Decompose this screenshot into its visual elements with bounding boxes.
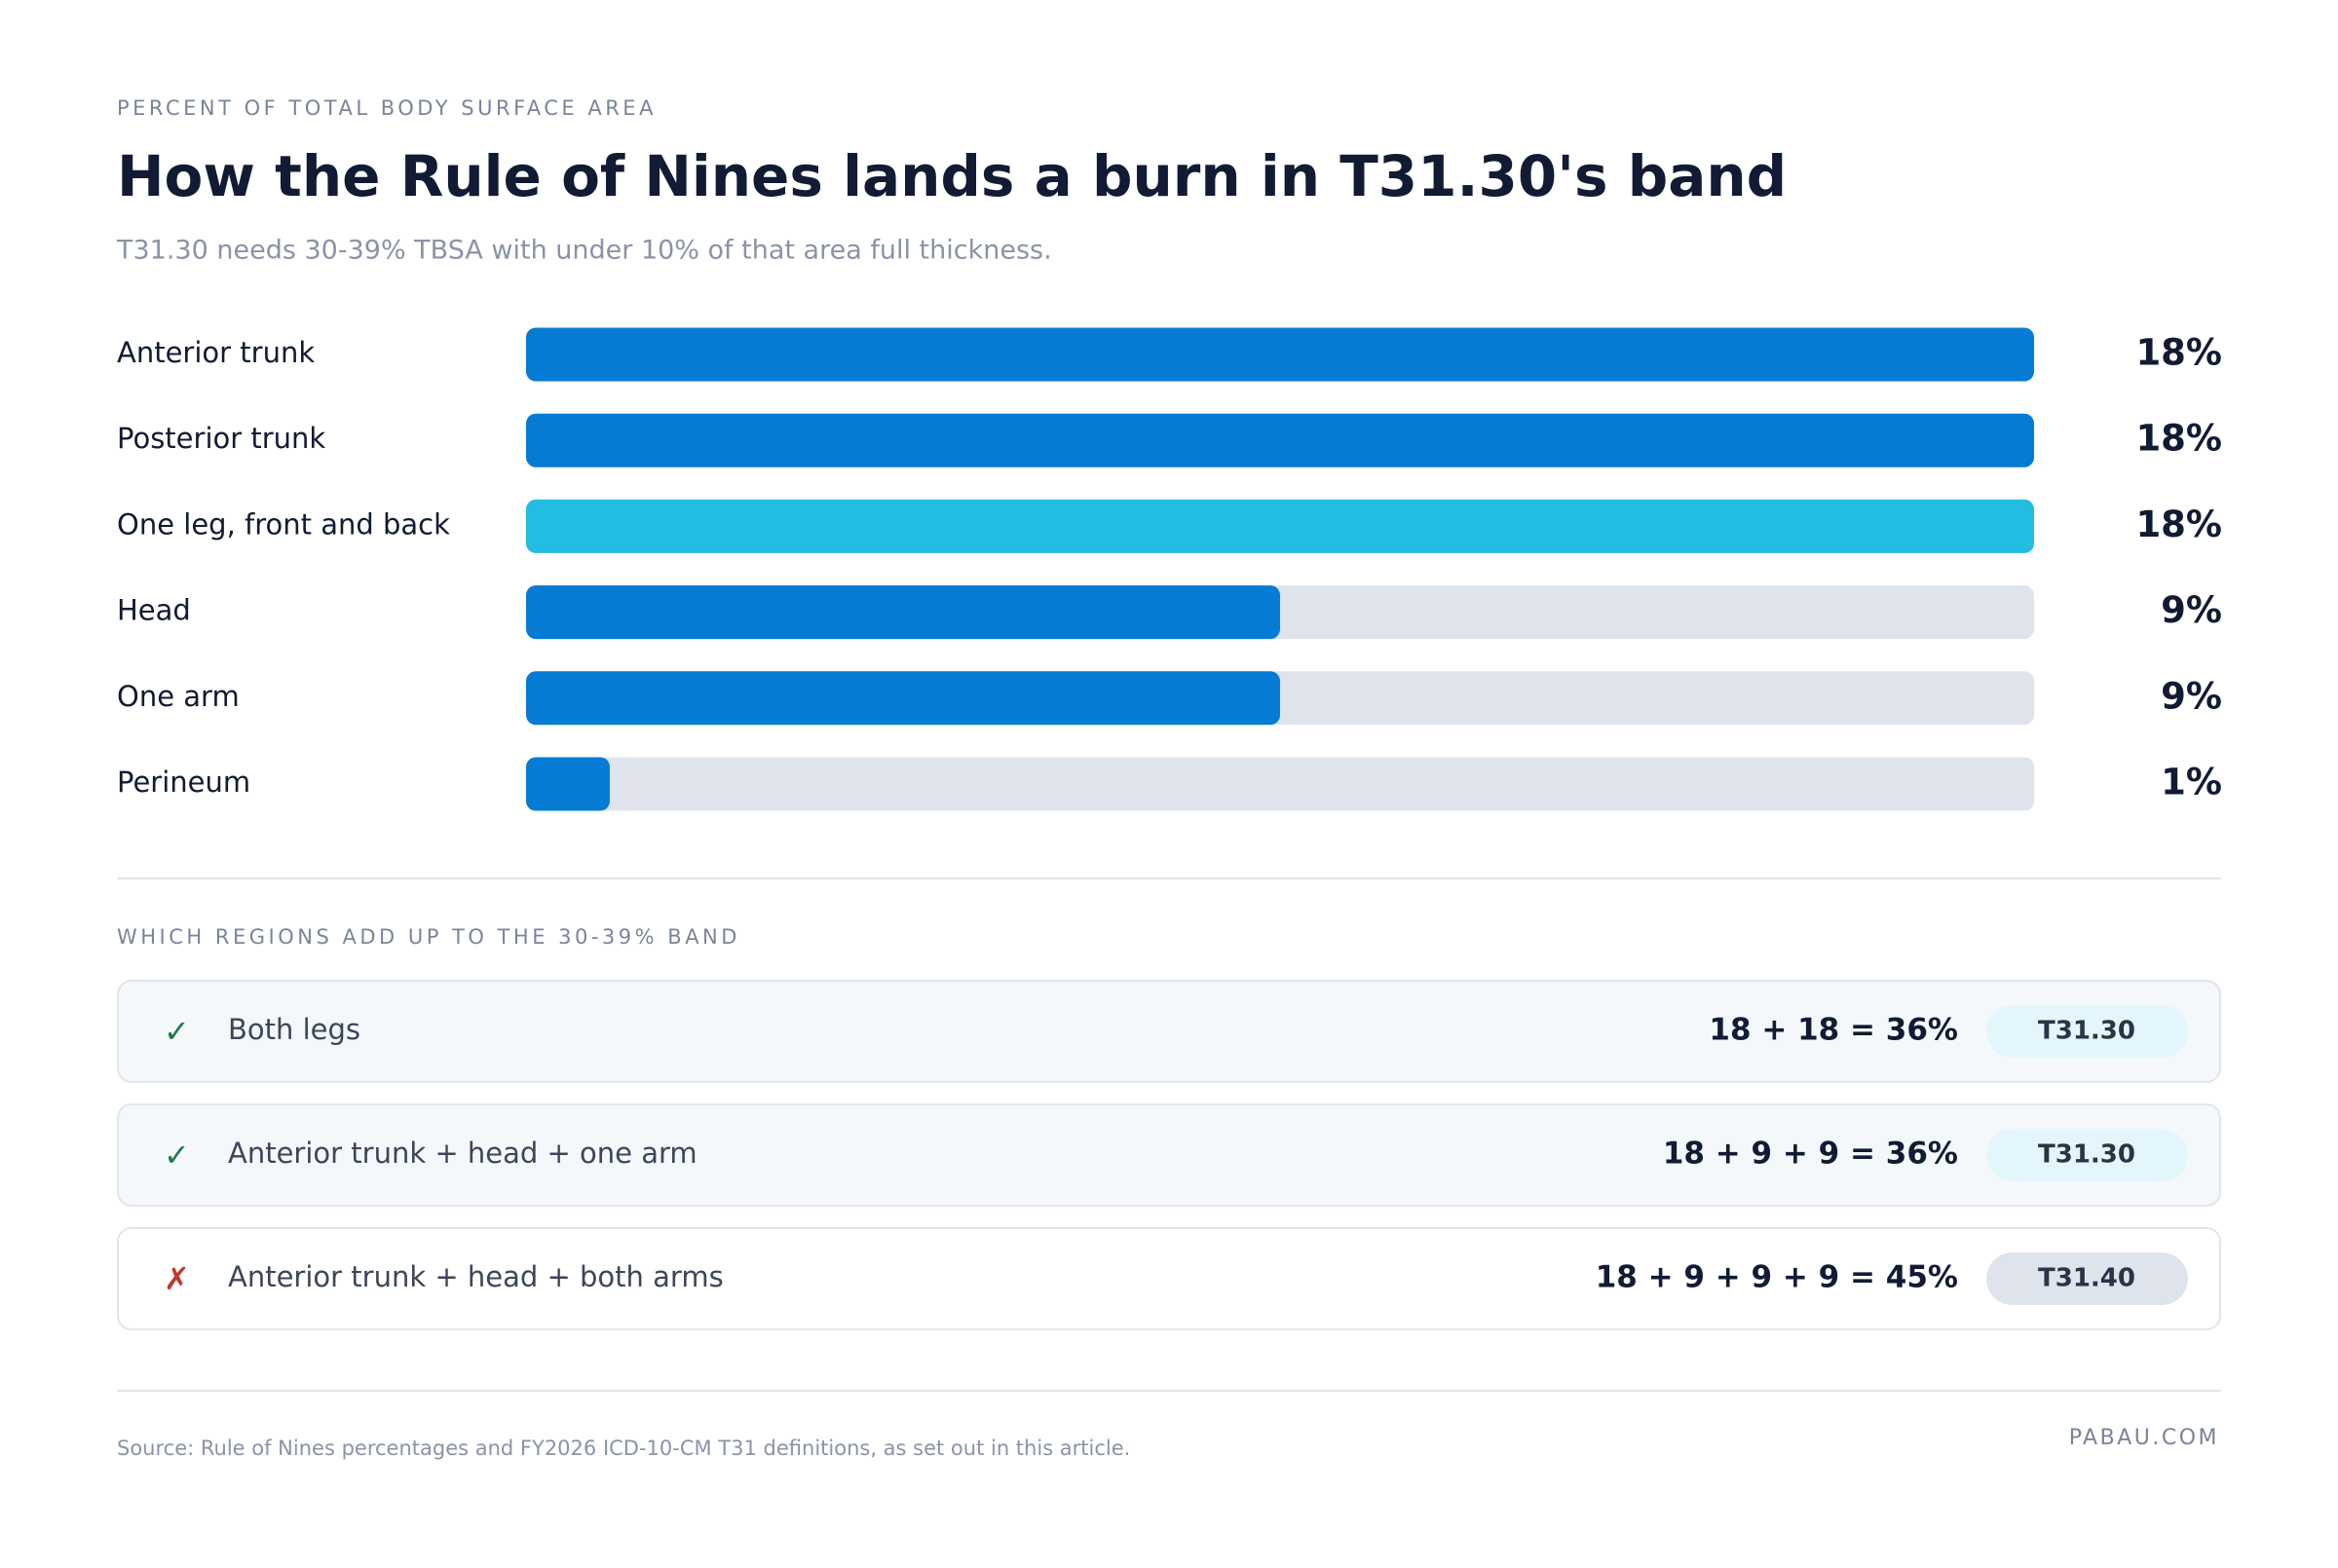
category-label: One arm xyxy=(117,680,240,713)
eyebrow: PERCENT OF TOTAL BODY SURFACE AREA xyxy=(117,96,657,120)
value-label: 18% xyxy=(2135,504,2222,545)
category-label: Head xyxy=(117,594,191,627)
status-mark: ✓ xyxy=(164,1137,190,1174)
bar-track xyxy=(526,757,2034,811)
category-label: Perineum xyxy=(117,765,250,799)
code: T31.30 xyxy=(2038,1017,2135,1046)
combination-row xyxy=(117,1103,2221,1207)
value-label: 9% xyxy=(2161,589,2222,631)
bar xyxy=(526,499,2034,553)
sum: 18 + 9 + 9 = 36% xyxy=(1663,1137,1958,1172)
bar xyxy=(526,413,2034,467)
regions: Anterior trunk + head + one arm xyxy=(228,1137,698,1170)
section-heading: WHICH REGIONS ADD UP TO THE 30-39% BAND xyxy=(117,925,740,949)
chart-title: How the Rule of Nines lands a burn in T3… xyxy=(117,143,1787,209)
code-badge xyxy=(1986,1252,2188,1305)
status-mark: ✗ xyxy=(164,1260,190,1297)
bar xyxy=(526,585,1280,640)
bar xyxy=(526,671,1280,726)
combination-row xyxy=(117,1227,2221,1330)
value-label: 18% xyxy=(2135,332,2222,374)
combination-row xyxy=(117,980,2221,1083)
category-label: Posterior trunk xyxy=(117,422,325,455)
bar xyxy=(526,327,2034,382)
source-note: Source: Rule of Nines percentages and FY… xyxy=(117,1437,1130,1460)
code: T31.40 xyxy=(2038,1264,2135,1293)
sum: 18 + 9 + 9 + 9 = 45% xyxy=(1596,1260,1958,1295)
code-badge xyxy=(1986,1005,2188,1058)
sum: 18 + 18 = 36% xyxy=(1709,1013,1958,1048)
subtitle: T31.30 needs 30-39% TBSA with under 10% … xyxy=(116,236,1052,266)
code: T31.30 xyxy=(2038,1140,2135,1170)
category-label: Anterior trunk xyxy=(117,336,315,369)
value-label: 1% xyxy=(2161,762,2222,803)
value-label: 9% xyxy=(2161,675,2222,717)
bar xyxy=(526,757,610,811)
regions: Anterior trunk + head + both arms xyxy=(228,1260,724,1293)
code-badge xyxy=(1986,1129,2188,1181)
regions: Both legs xyxy=(228,1013,360,1046)
value-label: 18% xyxy=(2135,418,2222,460)
brand: PABAU.COM xyxy=(2069,1426,2219,1450)
status-mark: ✓ xyxy=(164,1013,190,1050)
category-label: One leg, front and back xyxy=(117,507,450,541)
